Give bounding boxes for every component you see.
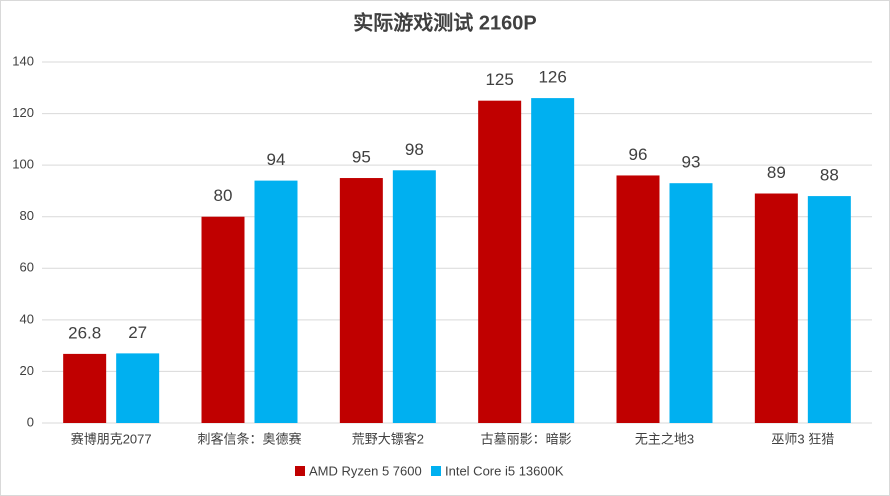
y-tick-label: 120	[12, 105, 34, 120]
data-label: 98	[405, 140, 424, 159]
bar	[254, 180, 298, 423]
bar	[339, 178, 383, 423]
legend-label: AMD Ryzen 5 7600	[309, 463, 422, 478]
data-label: 126	[538, 68, 566, 87]
x-tick-label: 古墓丽影：暗影	[481, 431, 572, 446]
data-label: 89	[767, 163, 786, 182]
bar	[478, 100, 522, 423]
bar	[531, 98, 575, 423]
x-tick-label: 无主之地3	[635, 431, 694, 446]
data-label: 93	[682, 153, 701, 172]
legend-swatch	[295, 466, 305, 476]
data-label: 88	[820, 166, 839, 185]
legend-swatch	[431, 466, 441, 476]
chart-title: 实际游戏测试 2160P	[353, 10, 536, 34]
bar	[669, 183, 713, 423]
data-label: 27	[128, 323, 147, 342]
data-label: 95	[352, 148, 371, 167]
x-tick-label: 赛博朋克2077	[71, 431, 152, 446]
y-tick-label: 140	[12, 53, 34, 68]
bar	[201, 216, 245, 423]
x-tick-label: 刺客信条：奥德赛	[197, 431, 301, 446]
x-tick-label: 巫师3 狂猎	[771, 431, 834, 446]
data-label: 80	[214, 186, 233, 205]
data-label: 125	[485, 70, 513, 89]
data-label: 96	[629, 145, 648, 164]
y-tick-label: 60	[20, 260, 34, 275]
bar	[116, 353, 160, 423]
bar	[63, 353, 107, 423]
y-tick-label: 100	[12, 157, 34, 172]
x-tick-label: 荒野大镖客2	[352, 431, 424, 446]
bar	[392, 170, 436, 423]
bar	[754, 193, 798, 423]
bar	[807, 196, 851, 423]
legend-label: Intel Core i5 13600K	[445, 463, 564, 478]
bar	[616, 175, 660, 423]
y-tick-label: 80	[20, 208, 34, 223]
y-tick-label: 20	[20, 363, 34, 378]
data-label: 26.8	[68, 323, 101, 342]
y-tick-label: 0	[27, 414, 34, 429]
y-tick-label: 40	[20, 311, 34, 326]
data-label: 94	[267, 150, 286, 169]
